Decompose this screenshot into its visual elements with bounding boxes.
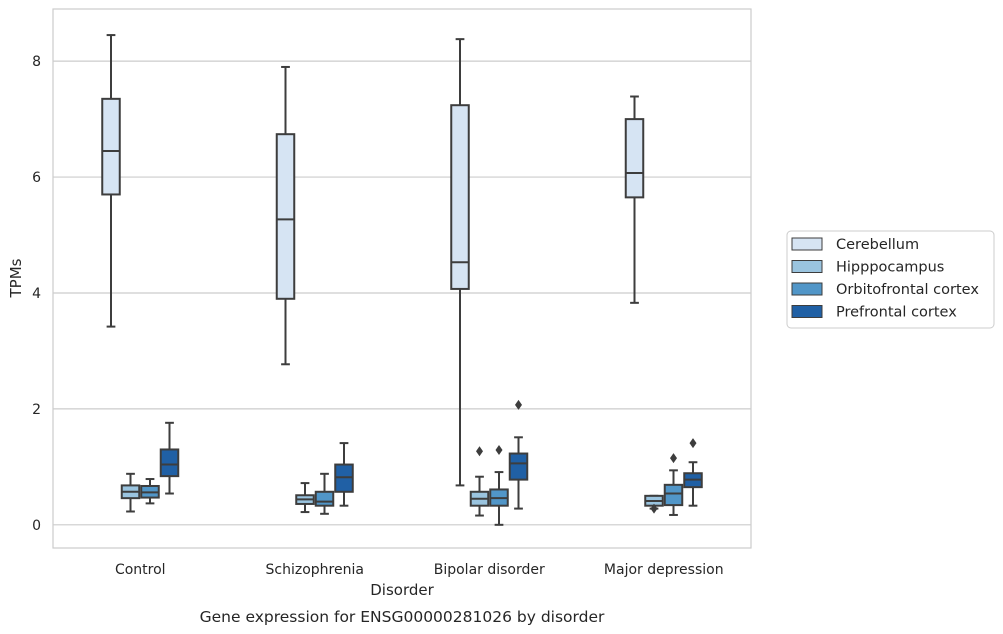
y-tick-label: 4 xyxy=(32,286,41,302)
outlier-point xyxy=(650,503,658,514)
box-plot-element xyxy=(644,494,664,514)
legend: Cerebellum Hipppocampus Orbitofrontal cort… xyxy=(786,230,995,329)
box xyxy=(275,133,296,300)
box-plot-element xyxy=(101,34,121,328)
gridlines xyxy=(53,60,751,526)
box xyxy=(663,483,684,507)
x-tick-label: Schizophrenia xyxy=(266,562,364,578)
box-plot-element xyxy=(469,446,490,517)
figure-caption: Gene expression for ENSG00000281026 by d… xyxy=(200,608,605,626)
legend-swatch xyxy=(791,237,823,251)
box-plot-element xyxy=(450,38,470,487)
outlier-point xyxy=(670,453,677,464)
y-tick-labels: 0 2 4 6 8 xyxy=(32,54,41,534)
y-tick-label: 8 xyxy=(32,54,41,70)
box-plot-element xyxy=(683,438,703,507)
box-plot-element xyxy=(508,399,529,510)
box-layer xyxy=(101,34,703,526)
box-plot-element xyxy=(624,95,645,304)
y-tick-label: 2 xyxy=(32,402,41,418)
plot-area-frame xyxy=(52,8,752,549)
box xyxy=(508,452,529,481)
y-axis-title: TPMs xyxy=(7,258,25,298)
box xyxy=(101,97,121,196)
x-axis-title: Disorder xyxy=(370,581,434,599)
legend-label: Orbitofrontal cortex xyxy=(836,282,979,298)
outlier-point xyxy=(495,445,503,456)
box xyxy=(450,104,470,290)
legend-label: Prefrontal cortex xyxy=(836,305,957,321)
legend-swatch xyxy=(791,260,823,273)
box-plot-element xyxy=(489,445,509,526)
outlier-point xyxy=(689,438,697,449)
box-plot-element xyxy=(275,65,296,366)
box xyxy=(314,490,335,507)
x-tick-label: Major depression xyxy=(604,562,724,578)
box-plot-element xyxy=(314,472,335,515)
legend-label: Cerebellum xyxy=(836,237,919,253)
x-tick-label: Control xyxy=(115,562,166,578)
outlier-point xyxy=(476,446,483,457)
box-plot-element xyxy=(120,472,141,513)
box-plot-element xyxy=(663,453,684,516)
outlier-point xyxy=(515,399,522,410)
box-plot-element xyxy=(159,421,180,495)
legend-swatch xyxy=(791,305,823,318)
box xyxy=(624,118,645,199)
y-tick-label: 0 xyxy=(32,518,41,534)
box xyxy=(159,448,180,478)
legend-swatch xyxy=(791,282,823,296)
y-tick-label: 6 xyxy=(32,170,41,186)
box-plot-element xyxy=(295,482,315,514)
legend-label: Hipppocampus xyxy=(836,260,944,276)
box-plot-element xyxy=(140,478,160,505)
x-tick-labels: Control Schizophrenia Bipolar disorder Majo… xyxy=(115,562,724,578)
box-plot-element xyxy=(334,442,354,507)
x-tick-label: Bipolar disorder xyxy=(434,562,545,578)
legend-frame xyxy=(786,230,995,329)
